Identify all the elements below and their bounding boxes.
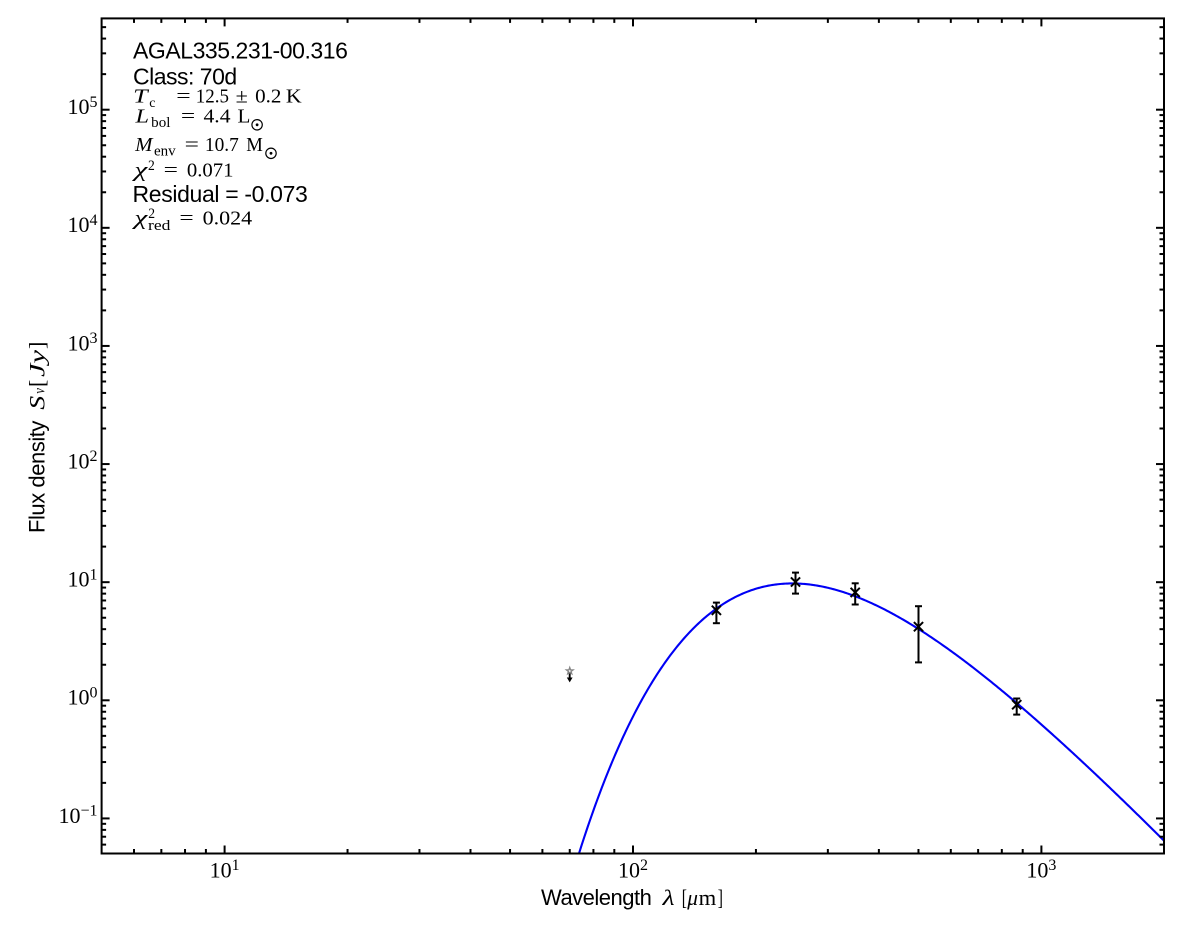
svg-text:103: 103 [68, 330, 98, 355]
svg-text:10.7: 10.7 [205, 134, 239, 156]
svg-text:=: = [185, 134, 199, 156]
svg-text:c: c [149, 96, 155, 111]
svg-text:ν: ν [32, 387, 49, 393]
svg-text:χ: χ [131, 208, 149, 230]
svg-text:[: [ [682, 885, 687, 910]
svg-text:Flux density: Flux density [25, 421, 50, 533]
svg-text:M: M [246, 134, 263, 156]
svg-text:12.5: 12.5 [196, 85, 229, 107]
svg-text:±: ± [236, 85, 248, 107]
svg-text:]: ] [25, 342, 50, 349]
svg-text:λ: λ [661, 885, 674, 910]
svg-text:Class: 70d: Class: 70d [133, 63, 237, 89]
svg-text:T: T [133, 85, 150, 107]
svg-text:L: L [238, 105, 251, 127]
svg-text:M: M [134, 134, 154, 156]
svg-text:AGAL335.231-00.316: AGAL335.231-00.316 [133, 38, 347, 64]
svg-text:Residual = -0.073: Residual = -0.073 [133, 181, 308, 207]
svg-text:=: = [164, 159, 178, 181]
svg-text:red: red [148, 218, 171, 234]
svg-text:m: m [699, 885, 717, 910]
svg-text:0.071: 0.071 [187, 159, 234, 181]
svg-text:4.4: 4.4 [204, 105, 231, 127]
svg-text:env: env [154, 144, 176, 160]
svg-text:Wavelength: Wavelength [541, 885, 651, 910]
svg-text:=: = [181, 105, 195, 127]
svg-text:K: K [286, 85, 302, 107]
svg-text:Jy: Jy [25, 350, 50, 377]
svg-text:[: [ [25, 380, 50, 387]
svg-text:103: 103 [1026, 857, 1056, 882]
svg-text:2: 2 [148, 158, 155, 174]
svg-text:μ: μ [686, 885, 698, 910]
svg-text:]: ] [718, 885, 723, 910]
svg-text:=: = [179, 208, 193, 230]
svg-text:=: = [176, 85, 190, 107]
svg-text:bol: bol [151, 115, 170, 131]
svg-text:2: 2 [148, 206, 155, 222]
svg-text:χ: χ [131, 159, 149, 181]
svg-text:L: L [134, 105, 149, 127]
svg-text:0.2: 0.2 [255, 85, 281, 107]
svg-text:0.024: 0.024 [203, 208, 253, 230]
svg-text:S: S [25, 396, 50, 410]
